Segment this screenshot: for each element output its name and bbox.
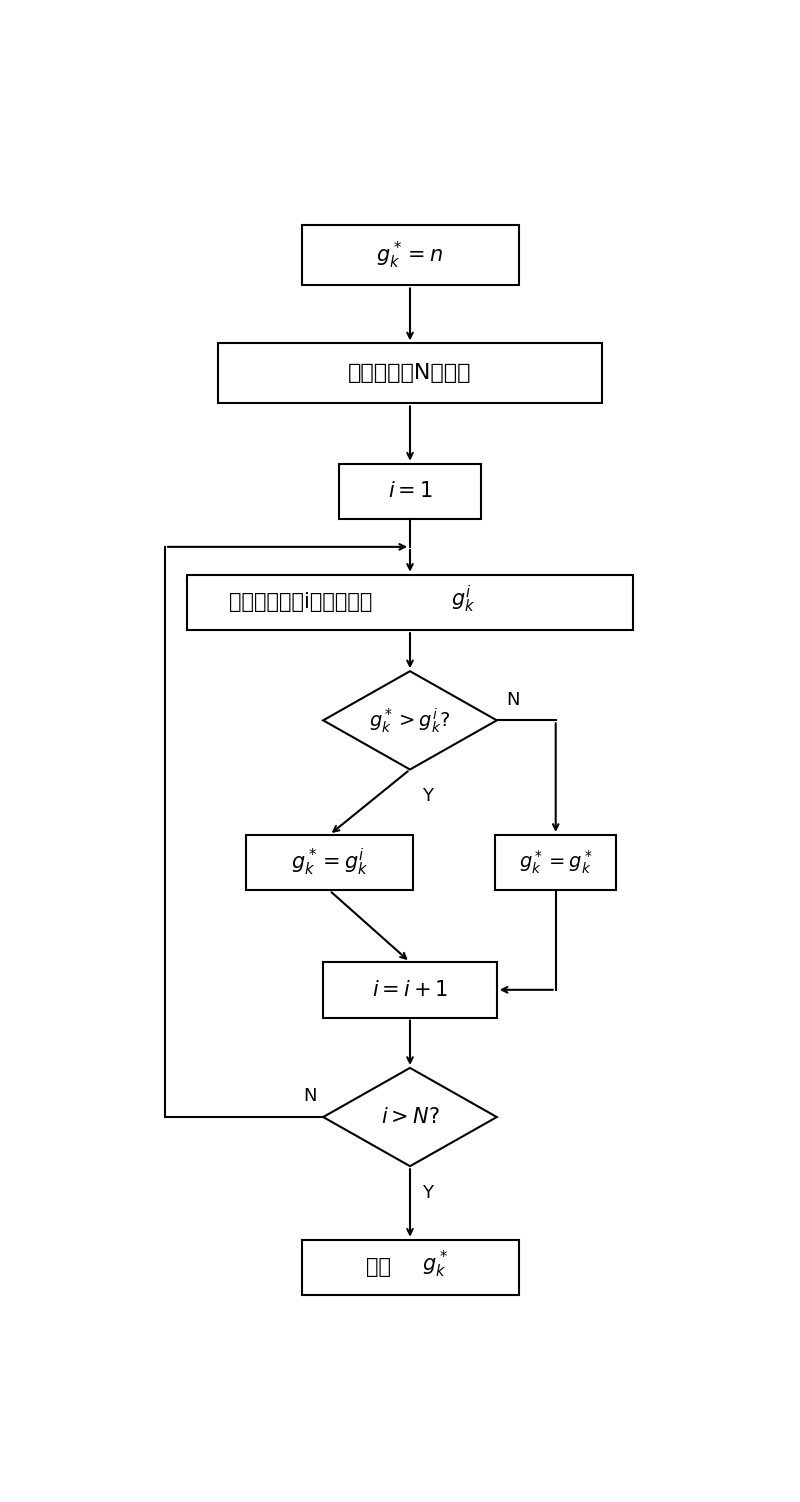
- Polygon shape: [323, 671, 497, 769]
- Bar: [302, 225, 518, 285]
- Bar: [187, 575, 634, 631]
- Text: N: N: [303, 1087, 317, 1105]
- Bar: [302, 1239, 518, 1295]
- Text: 将系统分成N个区域: 将系统分成N个区域: [348, 363, 472, 383]
- Text: N: N: [506, 691, 520, 709]
- Text: $g_k^* = n$: $g_k^* = n$: [376, 240, 444, 270]
- Polygon shape: [323, 1068, 497, 1166]
- Bar: [246, 835, 413, 891]
- Text: 穷尽搜索区域i中的次优解: 穷尽搜索区域i中的次优解: [229, 592, 379, 613]
- Text: $i=i+1$: $i=i+1$: [372, 979, 448, 1000]
- Text: $g_k^* > g_k^i$?: $g_k^* > g_k^i$?: [369, 706, 451, 734]
- Text: Y: Y: [422, 787, 434, 805]
- Bar: [218, 344, 602, 404]
- Text: $i=1$: $i=1$: [388, 481, 432, 502]
- Bar: [338, 464, 482, 520]
- Text: Y: Y: [422, 1184, 434, 1202]
- Text: 输出: 输出: [366, 1257, 398, 1277]
- Text: $i>N?$: $i>N?$: [381, 1107, 439, 1126]
- Text: $g_k^*$: $g_k^*$: [422, 1248, 448, 1280]
- Text: $g_k^* = g_k^*$: $g_k^* = g_k^*$: [518, 849, 593, 876]
- Bar: [323, 963, 497, 1017]
- Text: $g_k^i$: $g_k^i$: [450, 583, 475, 614]
- Bar: [495, 835, 616, 891]
- Text: $g_k^* = g_k^i$: $g_k^* = g_k^i$: [290, 847, 368, 879]
